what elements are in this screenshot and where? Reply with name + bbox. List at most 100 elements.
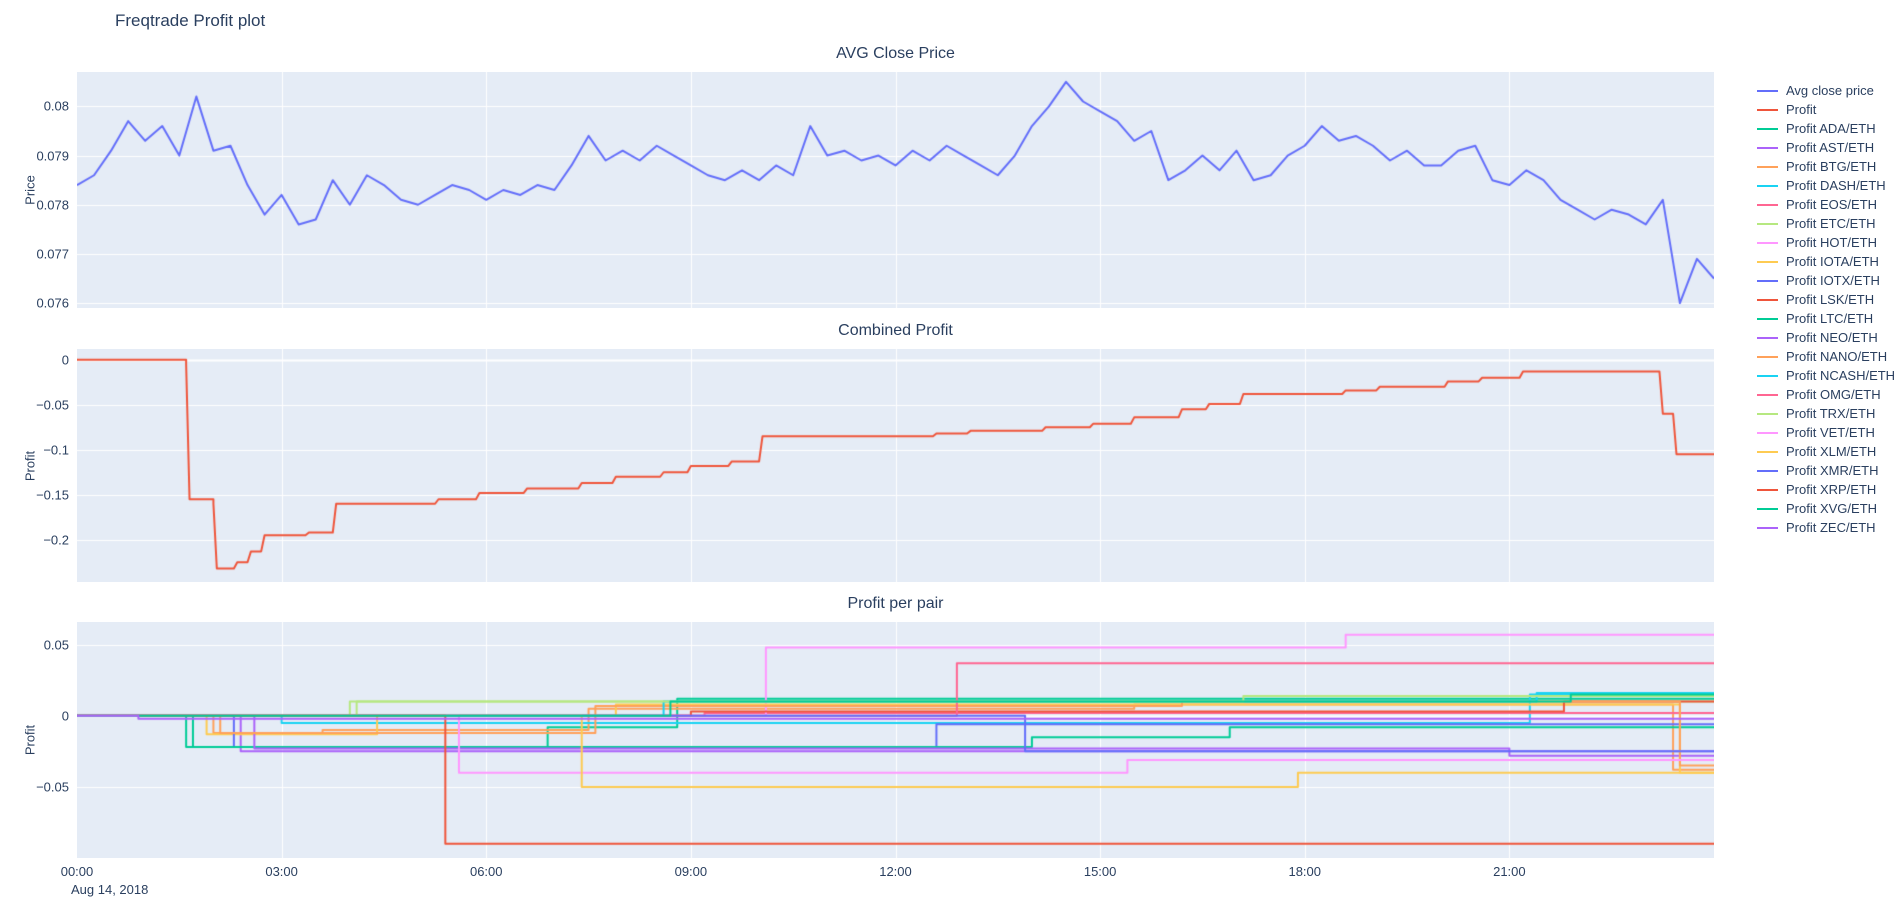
subplot-title-profit-per-pair: Profit per pair <box>847 595 944 612</box>
legend-line-icon <box>1757 298 1778 301</box>
legend-line-icon <box>1757 336 1778 339</box>
legend-item-label: Profit NCASH/ETH <box>1786 368 1896 383</box>
price-plot-canvas[interactable] <box>77 72 1714 308</box>
legend-item[interactable]: Profit IOTX/ETH <box>1757 271 1895 290</box>
legend-item-label: Profit OMG/ETH <box>1786 387 1881 402</box>
legend-item[interactable]: Profit EOS/ETH <box>1757 195 1895 214</box>
legend-item-label: Profit ADA/ETH <box>1786 121 1876 136</box>
y-tick-label: −0.05 <box>36 397 69 413</box>
subplot-combined-profit: Combined Profit Profit 0 −0.05 −0.1 −0.15 −0… <box>23 322 1714 582</box>
legend-item-label: Profit ETC/ETH <box>1786 216 1876 231</box>
legend-line-icon <box>1757 89 1778 92</box>
legend-line-icon <box>1757 507 1778 510</box>
y-tick-label: 0.05 <box>43 637 69 653</box>
x-tick-label: 06:00 <box>469 864 503 879</box>
x-tick-label: 18:00 <box>1288 864 1322 879</box>
legend-item-label: Profit XRP/ETH <box>1786 482 1877 497</box>
y-tick-label: 0.077 <box>36 246 69 262</box>
x-axis-date-label: Aug 14, 2018 <box>71 882 149 897</box>
legend-item[interactable]: Profit NANO/ETH <box>1757 347 1895 366</box>
legend-item[interactable]: Profit XMR/ETH <box>1757 461 1895 480</box>
y-tick-label: −0.05 <box>36 779 69 795</box>
y-tick-label: 0.079 <box>36 148 69 164</box>
y-axis-title-price: Price <box>22 175 38 205</box>
x-tick-label: 00:00 <box>60 864 94 879</box>
legend-item-label: Profit VET/ETH <box>1786 425 1875 440</box>
y-tick-label: 0 <box>61 708 69 724</box>
legend-item-label: Profit NANO/ETH <box>1786 349 1888 364</box>
legend-item[interactable]: Profit XVG/ETH <box>1757 499 1895 518</box>
legend-line-icon <box>1757 488 1778 491</box>
legend-line-icon <box>1757 241 1778 244</box>
legend-line-icon <box>1757 374 1778 377</box>
y-tick-label: −0.2 <box>43 532 69 548</box>
legend-line-icon <box>1757 469 1778 472</box>
legend-item[interactable]: Profit HOT/ETH <box>1757 233 1895 252</box>
legend-item[interactable]: Profit <box>1757 100 1895 119</box>
legend-line-icon <box>1757 260 1778 263</box>
legend-item-label: Profit AST/ETH <box>1786 140 1875 155</box>
y-tick-label: 0 <box>61 352 69 368</box>
legend-line-icon <box>1757 222 1778 225</box>
subplot-title-avg-close-price: AVG Close Price <box>836 45 955 62</box>
legend-line-icon <box>1757 450 1778 453</box>
legend-item[interactable]: Profit ZEC/ETH <box>1757 518 1895 537</box>
legend-item[interactable]: Profit AST/ETH <box>1757 138 1895 157</box>
legend-line-icon <box>1757 526 1778 529</box>
y-tick-label: −0.15 <box>36 487 69 503</box>
legend-item[interactable]: Profit LSK/ETH <box>1757 290 1895 309</box>
legend-item[interactable]: Avg close price <box>1757 81 1895 100</box>
y-tick-label: 0.076 <box>36 295 69 311</box>
legend-line-icon <box>1757 317 1778 320</box>
legend-item[interactable]: Profit NEO/ETH <box>1757 328 1895 347</box>
legend-item-label: Profit DASH/ETH <box>1786 178 1886 193</box>
legend-item-label: Profit XLM/ETH <box>1786 444 1877 459</box>
legend-item[interactable]: Profit XRP/ETH <box>1757 480 1895 499</box>
legend-line-icon <box>1757 165 1778 168</box>
legend: Avg close price Profit Profit ADA/ETH Profi… <box>1757 81 1895 537</box>
y-axis-title-combined-profit: Profit <box>22 450 38 481</box>
y-tick-label: 0.078 <box>36 197 69 213</box>
legend-item[interactable]: Profit IOTA/ETH <box>1757 252 1895 271</box>
profit-per-pair-plot-canvas[interactable] <box>77 622 1714 858</box>
legend-line-icon <box>1757 355 1778 358</box>
legend-item[interactable]: Profit VET/ETH <box>1757 423 1895 442</box>
legend-item-label: Profit BTG/ETH <box>1786 159 1877 174</box>
subplot-avg-close-price: AVG Close Price Price 0.076 0.077 0.078 0.0… <box>23 45 1714 311</box>
legend-item[interactable]: Profit TRX/ETH <box>1757 404 1895 423</box>
legend-item-label: Profit ZEC/ETH <box>1786 520 1876 535</box>
y-tick-label: −0.1 <box>43 442 69 458</box>
subplot-profit-per-pair: Profit per pair Profit −0.05 0 0.05 00:00 0… <box>23 595 1714 897</box>
legend-item[interactable]: Profit ETC/ETH <box>1757 214 1895 233</box>
legend-item-label: Profit <box>1786 102 1817 117</box>
legend-item-label: Profit IOTA/ETH <box>1786 254 1879 269</box>
legend-item-label: Profit TRX/ETH <box>1786 406 1876 421</box>
legend-item[interactable]: Profit NCASH/ETH <box>1757 366 1895 385</box>
legend-item-label: Profit XVG/ETH <box>1786 501 1878 516</box>
legend-item[interactable]: Profit OMG/ETH <box>1757 385 1895 404</box>
legend-line-icon <box>1757 184 1778 187</box>
legend-item[interactable]: Profit DASH/ETH <box>1757 176 1895 195</box>
legend-line-icon <box>1757 108 1778 111</box>
legend-item-label: Profit LTC/ETH <box>1786 311 1874 326</box>
combined-profit-plot-canvas[interactable] <box>77 349 1714 582</box>
legend-item-label: Avg close price <box>1786 83 1874 98</box>
legend-line-icon <box>1757 393 1778 396</box>
y-tick-label: 0.08 <box>43 98 69 114</box>
x-tick-label: 15:00 <box>1083 864 1117 879</box>
legend-item-label: Profit EOS/ETH <box>1786 197 1878 212</box>
x-tick-label: 09:00 <box>674 864 708 879</box>
legend-line-icon <box>1757 431 1778 434</box>
legend-item[interactable]: Profit XLM/ETH <box>1757 442 1895 461</box>
legend-item-label: Profit NEO/ETH <box>1786 330 1878 345</box>
legend-item-label: Profit XMR/ETH <box>1786 463 1879 478</box>
legend-line-icon <box>1757 279 1778 282</box>
legend-item-label: Profit IOTX/ETH <box>1786 273 1880 288</box>
legend-item[interactable]: Profit BTG/ETH <box>1757 157 1895 176</box>
legend-line-icon <box>1757 203 1778 206</box>
legend-item[interactable]: Profit LTC/ETH <box>1757 309 1895 328</box>
legend-item[interactable]: Profit ADA/ETH <box>1757 119 1895 138</box>
legend-line-icon <box>1757 146 1778 149</box>
legend-line-icon <box>1757 412 1778 415</box>
